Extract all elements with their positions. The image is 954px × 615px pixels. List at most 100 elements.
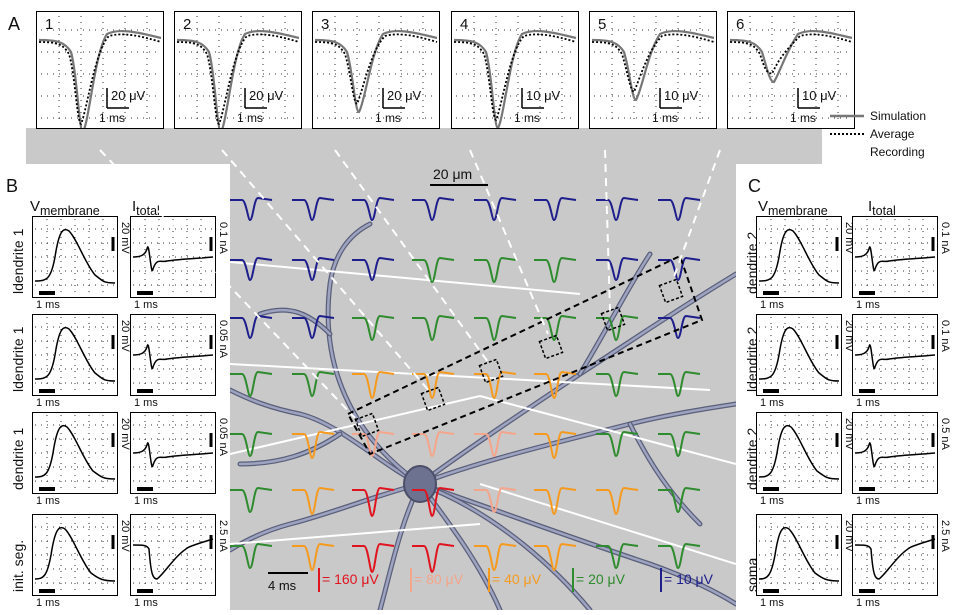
- extracellular-waveform: [596, 196, 639, 222]
- panel-label-b: B: [6, 176, 19, 196]
- vm-subscript: membrane: [768, 204, 828, 218]
- extracellular-waveform: [352, 314, 395, 342]
- amp-legend-label: = 160 μV: [322, 571, 379, 587]
- trace: [34, 517, 116, 593]
- waveform-number: 4: [460, 16, 469, 33]
- extracellular-waveform: [352, 486, 395, 518]
- extracellular-waveform: [596, 486, 639, 516]
- row-label: ldendrite 1: [10, 326, 26, 392]
- amplitude-scale: 10 μV: [526, 88, 561, 103]
- vm-plot: [756, 314, 842, 396]
- panel-label-c: C: [748, 176, 761, 196]
- waveform-number: 3: [321, 16, 330, 33]
- waveform-box-3: 3 20 μV 1 ms: [312, 11, 440, 129]
- trace: [854, 219, 936, 295]
- legend-simulation: Simulation: [870, 109, 927, 123]
- extracellular-waveform: [474, 370, 517, 400]
- time-scale: 1 ms: [760, 495, 784, 507]
- amp-legend-bar: [572, 568, 574, 592]
- row-label: init. seg.: [10, 539, 26, 592]
- extracellular-waveform: [474, 196, 517, 222]
- time-scale: 1 ms: [237, 111, 264, 125]
- extracellular-waveform: [230, 256, 273, 282]
- trace: [132, 415, 214, 491]
- vm-plot: [32, 216, 118, 298]
- electrode-site: [658, 278, 684, 304]
- panel-label-a: A: [8, 14, 21, 34]
- panel-d-map: [227, 164, 739, 613]
- time-scale: 1 ms: [856, 299, 880, 311]
- amp-legend-label: = 20 μV: [576, 571, 625, 587]
- amplitude-scale: 0.1 nA: [939, 222, 951, 254]
- vm-plot: [32, 514, 118, 596]
- time-scale: 1 ms: [134, 397, 158, 409]
- extracellular-waveform: [230, 486, 273, 514]
- extracellular-waveform: [474, 486, 517, 514]
- time-scale: 1 ms: [856, 495, 880, 507]
- panel-a-band: [26, 128, 822, 164]
- legend-lines: [830, 114, 864, 135]
- amplitude-scale: 0.05 nA: [217, 418, 229, 456]
- extracellular-waveform: [534, 256, 577, 284]
- amplitude-scale: 20 μV: [249, 88, 284, 103]
- extracellular-waveform: [658, 314, 701, 340]
- extracellular-waveform: [474, 314, 517, 342]
- it-plot: [130, 216, 216, 298]
- it-subscript: total: [872, 204, 896, 218]
- time-scale: 1 ms: [856, 397, 880, 409]
- extracellular-waveform: [658, 196, 701, 222]
- amplitude-scale: 10 μV: [664, 88, 699, 103]
- dendrite-highlight: [418, 482, 592, 612]
- time-scale: 1 ms: [760, 597, 784, 609]
- time-scale: 1 ms: [99, 111, 126, 125]
- it-plot: [130, 314, 216, 396]
- extracellular-waveform: [230, 430, 273, 458]
- extracellular-waveform: [534, 542, 577, 572]
- electrode-site: [478, 358, 504, 384]
- time-scale: 1 ms: [760, 299, 784, 311]
- extracellular-waveform: [292, 430, 335, 460]
- scale-um-bar: [430, 184, 488, 186]
- it-plot: [852, 514, 938, 596]
- extracellular-waveform: [534, 486, 577, 516]
- it-plot: [130, 514, 216, 596]
- extracellular-waveform: [658, 256, 701, 282]
- amp-legend-bar: [410, 568, 412, 592]
- it-plot: [130, 412, 216, 494]
- time-scale: 1 ms: [134, 495, 158, 507]
- section-line: [229, 523, 481, 545]
- extracellular-waveform: [230, 314, 273, 340]
- dendrite-highlight: [418, 482, 738, 606]
- electrode-site: [420, 386, 446, 412]
- electrode-site: [538, 334, 564, 360]
- trace: [758, 219, 840, 295]
- soma: [403, 465, 437, 503]
- time-scale: 1 ms: [760, 397, 784, 409]
- time-scale: 1 ms: [36, 597, 60, 609]
- waveform-box-4: 4 10 μV 1 ms: [451, 11, 579, 130]
- amplitude-scale: 0.5 nA: [939, 418, 951, 450]
- extracellular-waveform: [534, 370, 577, 400]
- electrode-outline: [346, 254, 704, 456]
- electrode-site: [354, 412, 380, 438]
- trace: [34, 415, 116, 491]
- extracellular-waveform: [352, 196, 395, 222]
- vm-plot: [32, 314, 118, 396]
- dendrite-highlight: [238, 432, 342, 466]
- extracellular-waveform: [534, 430, 577, 460]
- electrode-site: [600, 306, 626, 332]
- trace: [132, 517, 214, 593]
- extracellular-waveform: [474, 542, 517, 572]
- panel-b-it-header: Itotal: [132, 198, 160, 218]
- time-scale: 1 ms: [514, 111, 541, 125]
- extracellular-waveform: [474, 430, 517, 458]
- trace: [132, 219, 214, 295]
- waveform-number: 1: [45, 16, 54, 33]
- extracellular-waveform: [474, 256, 517, 284]
- extracellular-waveform: [596, 314, 639, 342]
- it-plot: [852, 216, 938, 298]
- trace: [758, 415, 840, 491]
- scale-um-label: 20 μm: [433, 166, 473, 182]
- row-label: dendrite 1: [10, 427, 26, 490]
- dendrite: [417, 401, 739, 487]
